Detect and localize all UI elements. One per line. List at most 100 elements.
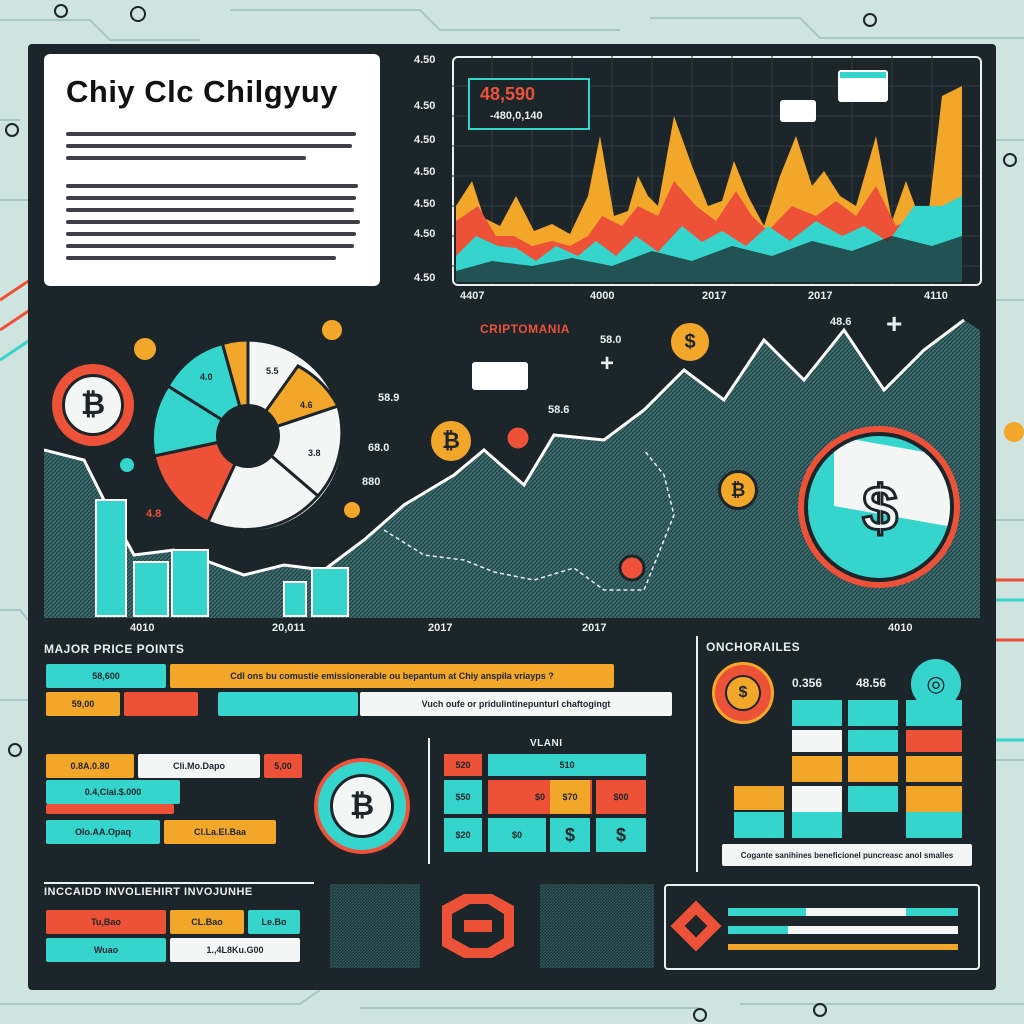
dollar-icon: $	[861, 471, 900, 546]
price-chart-panel	[452, 56, 982, 286]
plus-icon: +	[600, 350, 615, 377]
pattern-panel	[330, 884, 654, 968]
invest-frame	[44, 882, 314, 972]
allocation-pie-chart	[150, 338, 346, 534]
orders-value: 48.56	[856, 676, 887, 690]
x-tick: 2017	[428, 622, 453, 634]
y-tick: 4.50	[414, 166, 436, 178]
x-tick: 20,011	[272, 622, 306, 634]
orders-cell	[734, 786, 784, 810]
price-point-bar: 58,600	[46, 664, 166, 688]
price-point-bar-red	[124, 692, 198, 716]
data-block: 0.4,Clai.$.000	[46, 780, 180, 804]
table-cell: $20	[444, 818, 482, 852]
progress-panel	[664, 884, 980, 970]
pie-label: 5.5	[266, 366, 279, 376]
orders-footnote: Cogante sanihines beneficionel puncreasc…	[722, 844, 972, 866]
invest-cell: CL.Bao	[170, 910, 244, 934]
y-tick: 4.50	[414, 228, 436, 240]
invest-cell: Wuao	[46, 938, 166, 962]
diamond-icon	[670, 900, 722, 952]
data-block: Cli.Mo.Dapo	[138, 754, 260, 778]
chart-value-label: 48.6	[830, 316, 852, 328]
table-cell: $0	[488, 818, 546, 852]
dollar-coin-icon: $	[668, 320, 712, 364]
callout-value: 48,590	[480, 84, 536, 104]
section-heading: MAJOR PRICE POINTS	[44, 642, 185, 656]
bitcoin-icon: ₿	[62, 374, 124, 436]
callout-sub: -480,0,140	[490, 110, 543, 122]
coin-icon	[132, 336, 158, 362]
table-cell: $50	[444, 780, 482, 814]
table-heading: VLANI	[530, 738, 563, 749]
data-block: 5,00	[264, 754, 302, 778]
price-area-chart	[452, 56, 980, 284]
chart-value-label: 58.0	[600, 334, 622, 346]
divider	[696, 636, 698, 872]
bitcoin-coin-red: ₿	[52, 364, 134, 446]
plus-icon: +	[886, 308, 903, 339]
title-card: Chiy Clc Chilgyuy	[44, 54, 380, 286]
data-block-red	[46, 804, 174, 814]
chart-value-label: 58.6	[548, 404, 570, 416]
progress-bar	[728, 944, 958, 950]
x-tick: 4407	[460, 290, 485, 302]
invest-cell: Le.Bo	[248, 910, 300, 934]
table-cell: 520	[444, 754, 482, 776]
brand-label: CRIPTOMANIA	[480, 322, 570, 336]
chart-value-label: 68.0	[368, 442, 390, 454]
y-tick: 4.50	[414, 198, 436, 210]
price-point-note: Vuch oufe or pridulintinepunturl chaftog…	[360, 692, 672, 716]
table-cell: $70	[550, 780, 590, 814]
progress-bar	[728, 926, 958, 934]
coin-icon	[118, 456, 136, 474]
y-tick: 4.50	[414, 100, 436, 112]
data-block: Olo.AA.Opaq	[46, 820, 160, 844]
coin-icon	[320, 318, 344, 342]
pie-label: 4.6	[300, 400, 313, 410]
pie-label: 3.8	[308, 448, 321, 458]
data-block: 0.8A.0.80	[46, 754, 134, 778]
page-title: Chiy Clc Chilgyuy	[66, 74, 339, 109]
invest-heading: INCCAIDD INVOLIEHIRT INVOJUNHE	[44, 886, 253, 898]
y-tick: 4.50	[414, 134, 436, 146]
orders-coin: $	[712, 662, 774, 724]
table-cell: $00	[596, 780, 646, 814]
orders-grid	[734, 700, 962, 840]
x-tick: 2017	[808, 290, 833, 302]
y-tick: 4.50	[414, 272, 436, 284]
price-point-bar: 59,00	[46, 692, 120, 716]
bitcoin-coin-teal: ₿	[314, 758, 410, 854]
x-tick: 2017	[702, 290, 727, 302]
data-block: Cl.La.El.Baa	[164, 820, 276, 844]
market-trend-chart	[44, 318, 980, 618]
invest-cell: Tu,Bao	[46, 910, 166, 934]
x-tick: 4110	[924, 290, 948, 302]
x-tick: 4010	[130, 622, 155, 634]
x-tick: 4000	[590, 290, 615, 302]
y-tick: 4.50	[414, 54, 436, 66]
table-cell: $	[550, 818, 590, 852]
table-cell: 510	[488, 754, 646, 776]
orders-value: 0.356	[792, 676, 823, 690]
price-callout: 48,590 -480,0,140	[468, 78, 590, 130]
bitcoin-icon: ₿	[330, 774, 394, 838]
bitcoin-icon: ₿	[718, 470, 758, 510]
chart-value-label: 58.9	[378, 392, 400, 404]
price-point-bar-teal	[218, 692, 358, 716]
coin-icon	[342, 500, 362, 520]
chart-value-label: 880	[362, 476, 381, 488]
dollar-gauge-face: $	[804, 432, 954, 582]
bitcoin-icon: ₿	[428, 418, 474, 464]
price-point-note: Cdl ons bu comustie emissionerable ou be…	[170, 664, 614, 688]
x-tick: 2017	[582, 622, 607, 634]
x-tick: 4010	[888, 622, 913, 634]
dollar-gauge: $	[798, 426, 960, 588]
table-cell: $	[596, 818, 646, 852]
volume-table-frame	[428, 738, 682, 864]
chart-value-label: 4.8	[146, 508, 162, 520]
invest-cell: 1.,4L8Ku.G00	[170, 938, 300, 962]
pie-label: 4.0	[200, 372, 213, 382]
dollar-icon: $	[725, 675, 761, 711]
